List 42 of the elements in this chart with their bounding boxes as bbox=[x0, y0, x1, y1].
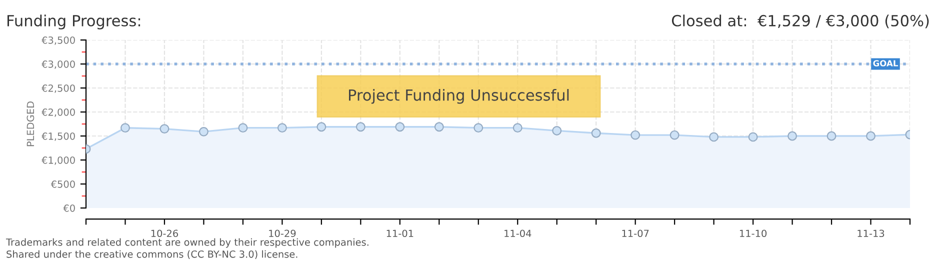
point bbox=[709, 132, 719, 142]
x-tick-label: 10-26 bbox=[151, 230, 178, 238]
point bbox=[395, 122, 405, 132]
point bbox=[552, 126, 562, 136]
y-tick-label: €1,500 bbox=[42, 132, 75, 141]
point bbox=[198, 126, 208, 136]
point bbox=[591, 128, 601, 138]
y-tick-label: €2,500 bbox=[42, 84, 75, 93]
point bbox=[474, 123, 484, 133]
x-tick-label: 11-04 bbox=[504, 230, 532, 238]
point bbox=[160, 124, 170, 134]
x-tick-label: 11-13 bbox=[858, 230, 884, 238]
y-tick-label: €500 bbox=[50, 180, 75, 188]
text: Shared under the creative commons (CC BY-NC 3.0) license. bbox=[6, 250, 298, 259]
point bbox=[748, 132, 758, 142]
ref-line-label: GOAL bbox=[873, 60, 898, 66]
point bbox=[630, 130, 640, 140]
point bbox=[512, 123, 522, 133]
y-tick-label: €0 bbox=[63, 204, 75, 212]
y-tick-label: €2,000 bbox=[42, 108, 75, 117]
text: Trademarks and related content are owned by their respective companies. bbox=[6, 238, 368, 248]
point bbox=[866, 131, 876, 141]
point bbox=[238, 123, 248, 133]
point bbox=[826, 131, 836, 141]
point bbox=[670, 130, 680, 140]
point bbox=[788, 131, 798, 141]
point bbox=[277, 123, 287, 133]
x-tick-label: 11-07 bbox=[622, 230, 649, 238]
point bbox=[356, 122, 366, 132]
point bbox=[316, 122, 326, 132]
chart-subtitle: Closed at: €1,529 / €3,000 (50%) bbox=[672, 14, 929, 28]
point bbox=[434, 122, 444, 132]
point bbox=[120, 123, 130, 133]
x-tick-label: 10-29 bbox=[269, 230, 296, 238]
annotation: Project Funding Unsuccessful bbox=[348, 89, 569, 104]
y-tick-label: €3,000 bbox=[42, 60, 75, 69]
x-tick-label: 11-10 bbox=[740, 230, 767, 238]
y-tick-label: €1,000 bbox=[42, 156, 75, 165]
x-tick-label: 11-01 bbox=[386, 230, 414, 238]
y-axis-title: PLEDGED bbox=[26, 102, 34, 146]
chart-title: Funding Progress: bbox=[8, 14, 140, 30]
y-tick-label: €3,500 bbox=[42, 36, 75, 45]
